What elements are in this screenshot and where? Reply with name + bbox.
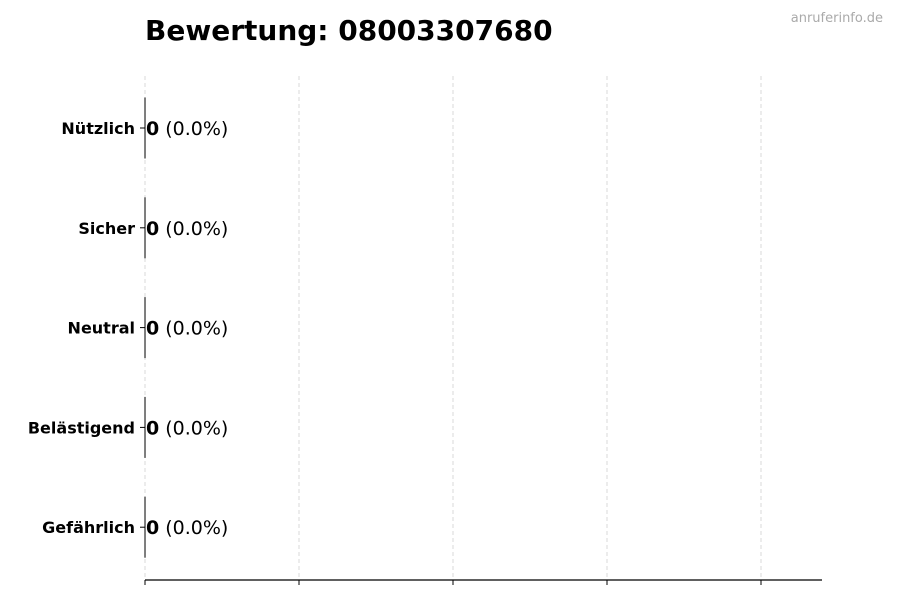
bars: Nützlich 0 (0.0%) Sicher 0 (0.0%) Neutral 0 (0.0… [28,97,228,558]
data-label-percent: (0.0%) [165,218,228,240]
data-label-percent: (0.0%) [165,417,228,439]
data-label: 0 (0.0%) [146,517,228,539]
data-label-count: 0 [146,118,159,140]
data-label-percent: (0.0%) [165,118,228,140]
data-label-percent: (0.0%) [165,517,228,539]
data-label-count: 0 [146,318,159,340]
category-label: Neutral [68,319,135,338]
gridlines [144,76,762,580]
category-label: Sicher [78,219,135,238]
category-label: Nützlich [61,119,135,138]
chart-title: Bewertung: 08003307680 [145,14,553,47]
category-label: Gefährlich [42,518,135,537]
data-label-percent: (0.0%) [165,318,228,340]
data-label: 0 (0.0%) [146,318,228,340]
data-label-count: 0 [146,517,159,539]
data-label: 0 (0.0%) [146,218,228,240]
watermark: anruferinfo.de [791,11,883,26]
data-label: 0 (0.0%) [146,118,228,140]
category-label: Belästigend [28,418,135,437]
data-label-count: 0 [146,417,159,439]
data-label-count: 0 [146,218,159,240]
x-ticks [144,580,762,585]
data-label: 0 (0.0%) [146,417,228,439]
